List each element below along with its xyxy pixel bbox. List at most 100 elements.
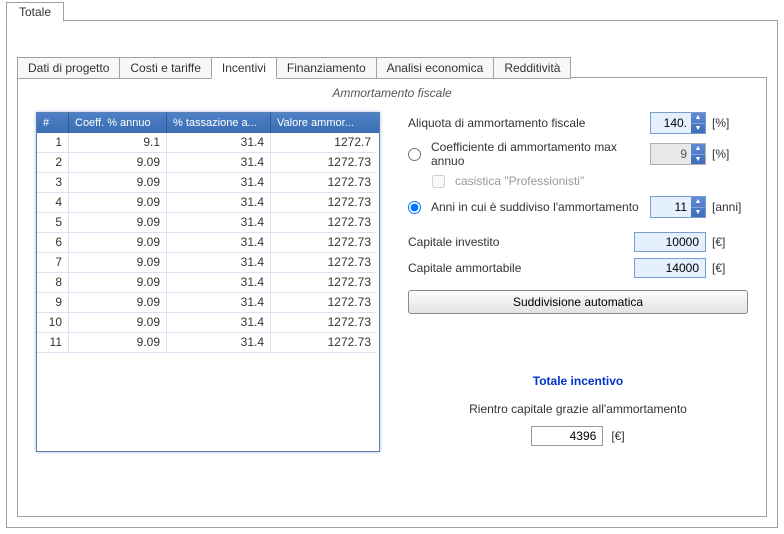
cell-a[interactable]: 9.09 <box>69 193 167 213</box>
cell-c[interactable]: 1272.73 <box>271 213 377 233</box>
cell-b[interactable]: 31.4 <box>167 153 271 173</box>
table-row[interactable]: 109.0931.41272.73 <box>37 313 379 333</box>
anni-down-icon[interactable]: ▼ <box>691 208 705 218</box>
anni-spin-btns[interactable]: ▲ ▼ <box>691 197 705 217</box>
th-coeff[interactable]: Coeff. % annuo <box>69 113 167 133</box>
row-anni: Anni in cui è suddiviso l'ammortamento ▲… <box>408 196 748 218</box>
cell-idx[interactable]: 1 <box>37 133 69 153</box>
cell-a[interactable]: 9.09 <box>69 173 167 193</box>
cell-b[interactable]: 31.4 <box>167 213 271 233</box>
aliquota-label: Aliquota di ammortamento fiscale <box>408 116 644 130</box>
table-row[interactable]: 69.0931.41272.73 <box>37 233 379 253</box>
cell-a[interactable]: 9.09 <box>69 153 167 173</box>
anni-radio[interactable] <box>408 201 421 214</box>
tab-incentivi[interactable]: Incentivi <box>211 57 277 79</box>
tab-dati-di-progetto[interactable]: Dati di progetto <box>17 57 120 79</box>
aliquota-down-icon[interactable]: ▼ <box>691 124 705 134</box>
table-row[interactable]: 79.0931.41272.73 <box>37 253 379 273</box>
rientro-value[interactable] <box>531 426 603 446</box>
totale-title: Totale incentivo <box>408 374 748 388</box>
cell-a[interactable]: 9.09 <box>69 213 167 233</box>
cell-a[interactable]: 9.09 <box>69 253 167 273</box>
cell-a[interactable]: 9.09 <box>69 293 167 313</box>
cell-b[interactable]: 31.4 <box>167 253 271 273</box>
cap-inv-input[interactable] <box>634 232 706 252</box>
coeff-unit: [%] <box>712 147 748 161</box>
cap-inv-unit: [€] <box>712 235 748 249</box>
cap-amm-input[interactable] <box>634 258 706 278</box>
cell-c[interactable]: 1272.73 <box>271 253 377 273</box>
suddivisione-button[interactable]: Suddivisione automatica <box>408 290 748 314</box>
cell-b[interactable]: 31.4 <box>167 173 271 193</box>
outer-tab-totale[interactable]: Totale <box>6 2 64 22</box>
table-row[interactable]: 119.0931.41272.73 <box>37 333 379 353</box>
table-row[interactable]: 99.0931.41272.73 <box>37 293 379 313</box>
cell-c[interactable]: 1272.7 <box>271 133 377 153</box>
cell-b[interactable]: 31.4 <box>167 313 271 333</box>
aliquota-input[interactable] <box>651 113 691 133</box>
cell-b[interactable]: 31.4 <box>167 193 271 213</box>
table-row[interactable]: 29.0931.41272.73 <box>37 153 379 173</box>
cell-a[interactable]: 9.09 <box>69 333 167 353</box>
cell-idx[interactable]: 5 <box>37 213 69 233</box>
table-row[interactable]: 19.131.41272.7 <box>37 133 379 153</box>
cell-c[interactable]: 1272.73 <box>271 333 377 353</box>
coeff-radio[interactable] <box>408 148 421 161</box>
cell-c[interactable]: 1272.73 <box>271 233 377 253</box>
cap-amm-unit: [€] <box>712 261 748 275</box>
cell-idx[interactable]: 3 <box>37 173 69 193</box>
tab-analisi-economica[interactable]: Analisi economica <box>376 57 495 79</box>
casistica-checkbox <box>432 175 445 188</box>
coeff-spin-btns: ▲ ▼ <box>691 144 705 164</box>
tab-redditivit-[interactable]: Redditività <box>493 57 571 79</box>
totale-block: Totale incentivo Rientro capitale grazie… <box>408 374 748 446</box>
row-capitale-investito: Capitale investito [€] <box>408 232 748 252</box>
cell-idx[interactable]: 8 <box>37 273 69 293</box>
cell-idx[interactable]: 11 <box>37 333 69 353</box>
aliquota-spin-btns[interactable]: ▲ ▼ <box>691 113 705 133</box>
table-row[interactable]: 89.0931.41272.73 <box>37 273 379 293</box>
table-row[interactable]: 49.0931.41272.73 <box>37 193 379 213</box>
row-casistica: casistica "Professionisti" <box>432 174 748 188</box>
cell-idx[interactable]: 7 <box>37 253 69 273</box>
cell-idx[interactable]: 10 <box>37 313 69 333</box>
casistica-label: casistica "Professionisti" <box>455 174 748 188</box>
cell-c[interactable]: 1272.73 <box>271 153 377 173</box>
cell-c[interactable]: 1272.73 <box>271 293 377 313</box>
tab-costi-e-tariffe[interactable]: Costi e tariffe <box>119 57 211 79</box>
cell-c[interactable]: 1272.73 <box>271 273 377 293</box>
coeff-up-icon: ▲ <box>691 144 705 155</box>
th-valore[interactable]: Valore ammor... <box>271 113 377 133</box>
row-capitale-ammortabile: Capitale ammortabile [€] <box>408 258 748 278</box>
cell-a[interactable]: 9.09 <box>69 313 167 333</box>
aliquota-up-icon[interactable]: ▲ <box>691 113 705 124</box>
th-tassazione[interactable]: % tassazione a... <box>167 113 271 133</box>
th-index[interactable]: # <box>37 113 69 133</box>
form-panel: Aliquota di ammortamento fiscale ▲ ▼ [%] <box>408 112 748 452</box>
cell-idx[interactable]: 2 <box>37 153 69 173</box>
rientro-unit: [€] <box>611 429 624 443</box>
table-row[interactable]: 59.0931.41272.73 <box>37 213 379 233</box>
cell-a[interactable]: 9.1 <box>69 133 167 153</box>
aliquota-spinner[interactable]: ▲ ▼ <box>650 112 706 134</box>
anni-up-icon[interactable]: ▲ <box>691 197 705 208</box>
amortization-table: # Coeff. % annuo % tassazione a... Valor… <box>36 112 380 452</box>
tab-finanziamento[interactable]: Finanziamento <box>276 57 377 79</box>
cell-c[interactable]: 1272.73 <box>271 173 377 193</box>
cell-b[interactable]: 31.4 <box>167 273 271 293</box>
cell-c[interactable]: 1272.73 <box>271 313 377 333</box>
cell-c[interactable]: 1272.73 <box>271 193 377 213</box>
cell-idx[interactable]: 4 <box>37 193 69 213</box>
cell-idx[interactable]: 9 <box>37 293 69 313</box>
cell-b[interactable]: 31.4 <box>167 133 271 153</box>
cell-b[interactable]: 31.4 <box>167 233 271 253</box>
cell-a[interactable]: 9.09 <box>69 233 167 253</box>
cell-idx[interactable]: 6 <box>37 233 69 253</box>
anni-spinner[interactable]: ▲ ▼ <box>650 196 706 218</box>
table-row[interactable]: 39.0931.41272.73 <box>37 173 379 193</box>
cell-a[interactable]: 9.09 <box>69 273 167 293</box>
cell-b[interactable]: 31.4 <box>167 333 271 353</box>
rientro-label: Rientro capitale grazie all'ammortamento <box>469 402 687 416</box>
anni-input[interactable] <box>651 197 691 217</box>
cell-b[interactable]: 31.4 <box>167 293 271 313</box>
